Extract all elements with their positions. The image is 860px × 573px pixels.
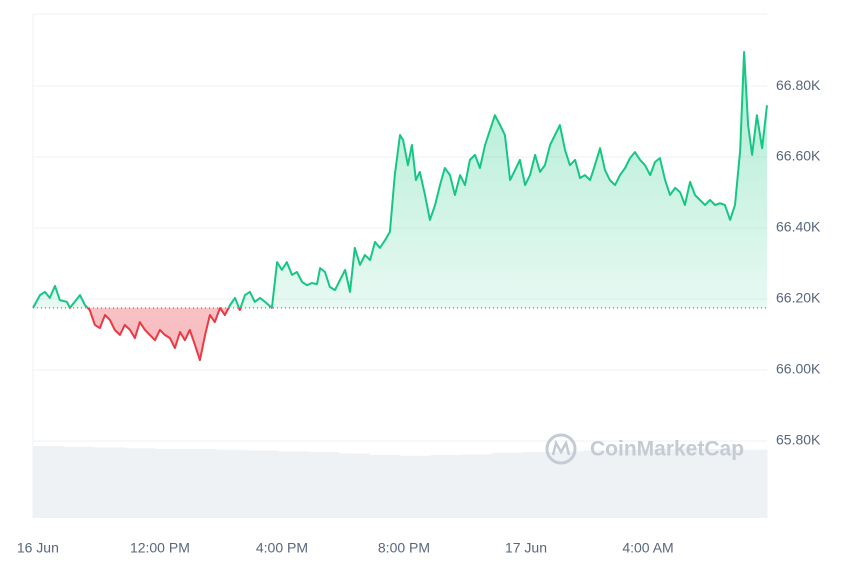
volume-bar <box>63 446 95 518</box>
volume-bar <box>94 447 126 518</box>
volume-bar <box>155 449 187 518</box>
x-tick-label: 16 Jun <box>17 540 59 556</box>
price-line-up <box>32 51 768 308</box>
volume-bar <box>644 449 676 518</box>
x-tick-label: 17 Jun <box>505 540 547 556</box>
x-tick-label: 12:00 PM <box>130 540 190 556</box>
y-tick-label: 66.00K <box>776 361 821 377</box>
volume-bar <box>522 452 554 518</box>
volume-bar <box>185 449 217 518</box>
y-tick-label: 66.40K <box>776 219 821 235</box>
volume-bar <box>491 452 523 518</box>
watermark-logo-mark <box>551 439 571 456</box>
y-tick-label: 66.20K <box>776 290 821 306</box>
volume-bar <box>583 450 615 518</box>
volume-bar <box>247 450 279 518</box>
y-tick-label: 66.60K <box>776 148 821 164</box>
volume-bar <box>124 448 156 518</box>
y-tick-label: 66.80K <box>776 77 821 93</box>
volume-bar <box>430 455 462 518</box>
volume-bar <box>338 453 370 518</box>
watermark-text: CoinMarketCap <box>590 438 744 461</box>
watermark-logo <box>545 433 577 465</box>
x-tick-label: 4:00 PM <box>256 540 308 556</box>
y-tick-label: 65.80K <box>776 432 821 448</box>
volume-bar <box>736 449 768 518</box>
area-above <box>33 52 767 308</box>
volume-bar <box>369 455 401 518</box>
price-line-down <box>32 307 273 362</box>
area-below <box>33 307 767 361</box>
volume-bar <box>308 452 340 518</box>
watermark: CoinMarketCap <box>545 433 744 465</box>
volume-bar <box>400 455 432 518</box>
volume-bar <box>277 451 309 518</box>
volume-bar <box>216 449 248 518</box>
x-tick-label: 8:00 PM <box>378 540 430 556</box>
volume-bar <box>705 449 737 518</box>
volume-bar <box>675 448 707 518</box>
volume-bar <box>461 454 493 518</box>
volume-bar <box>33 446 65 518</box>
x-tick-label: 4:00 AM <box>622 540 673 556</box>
volume-bar <box>614 449 646 518</box>
